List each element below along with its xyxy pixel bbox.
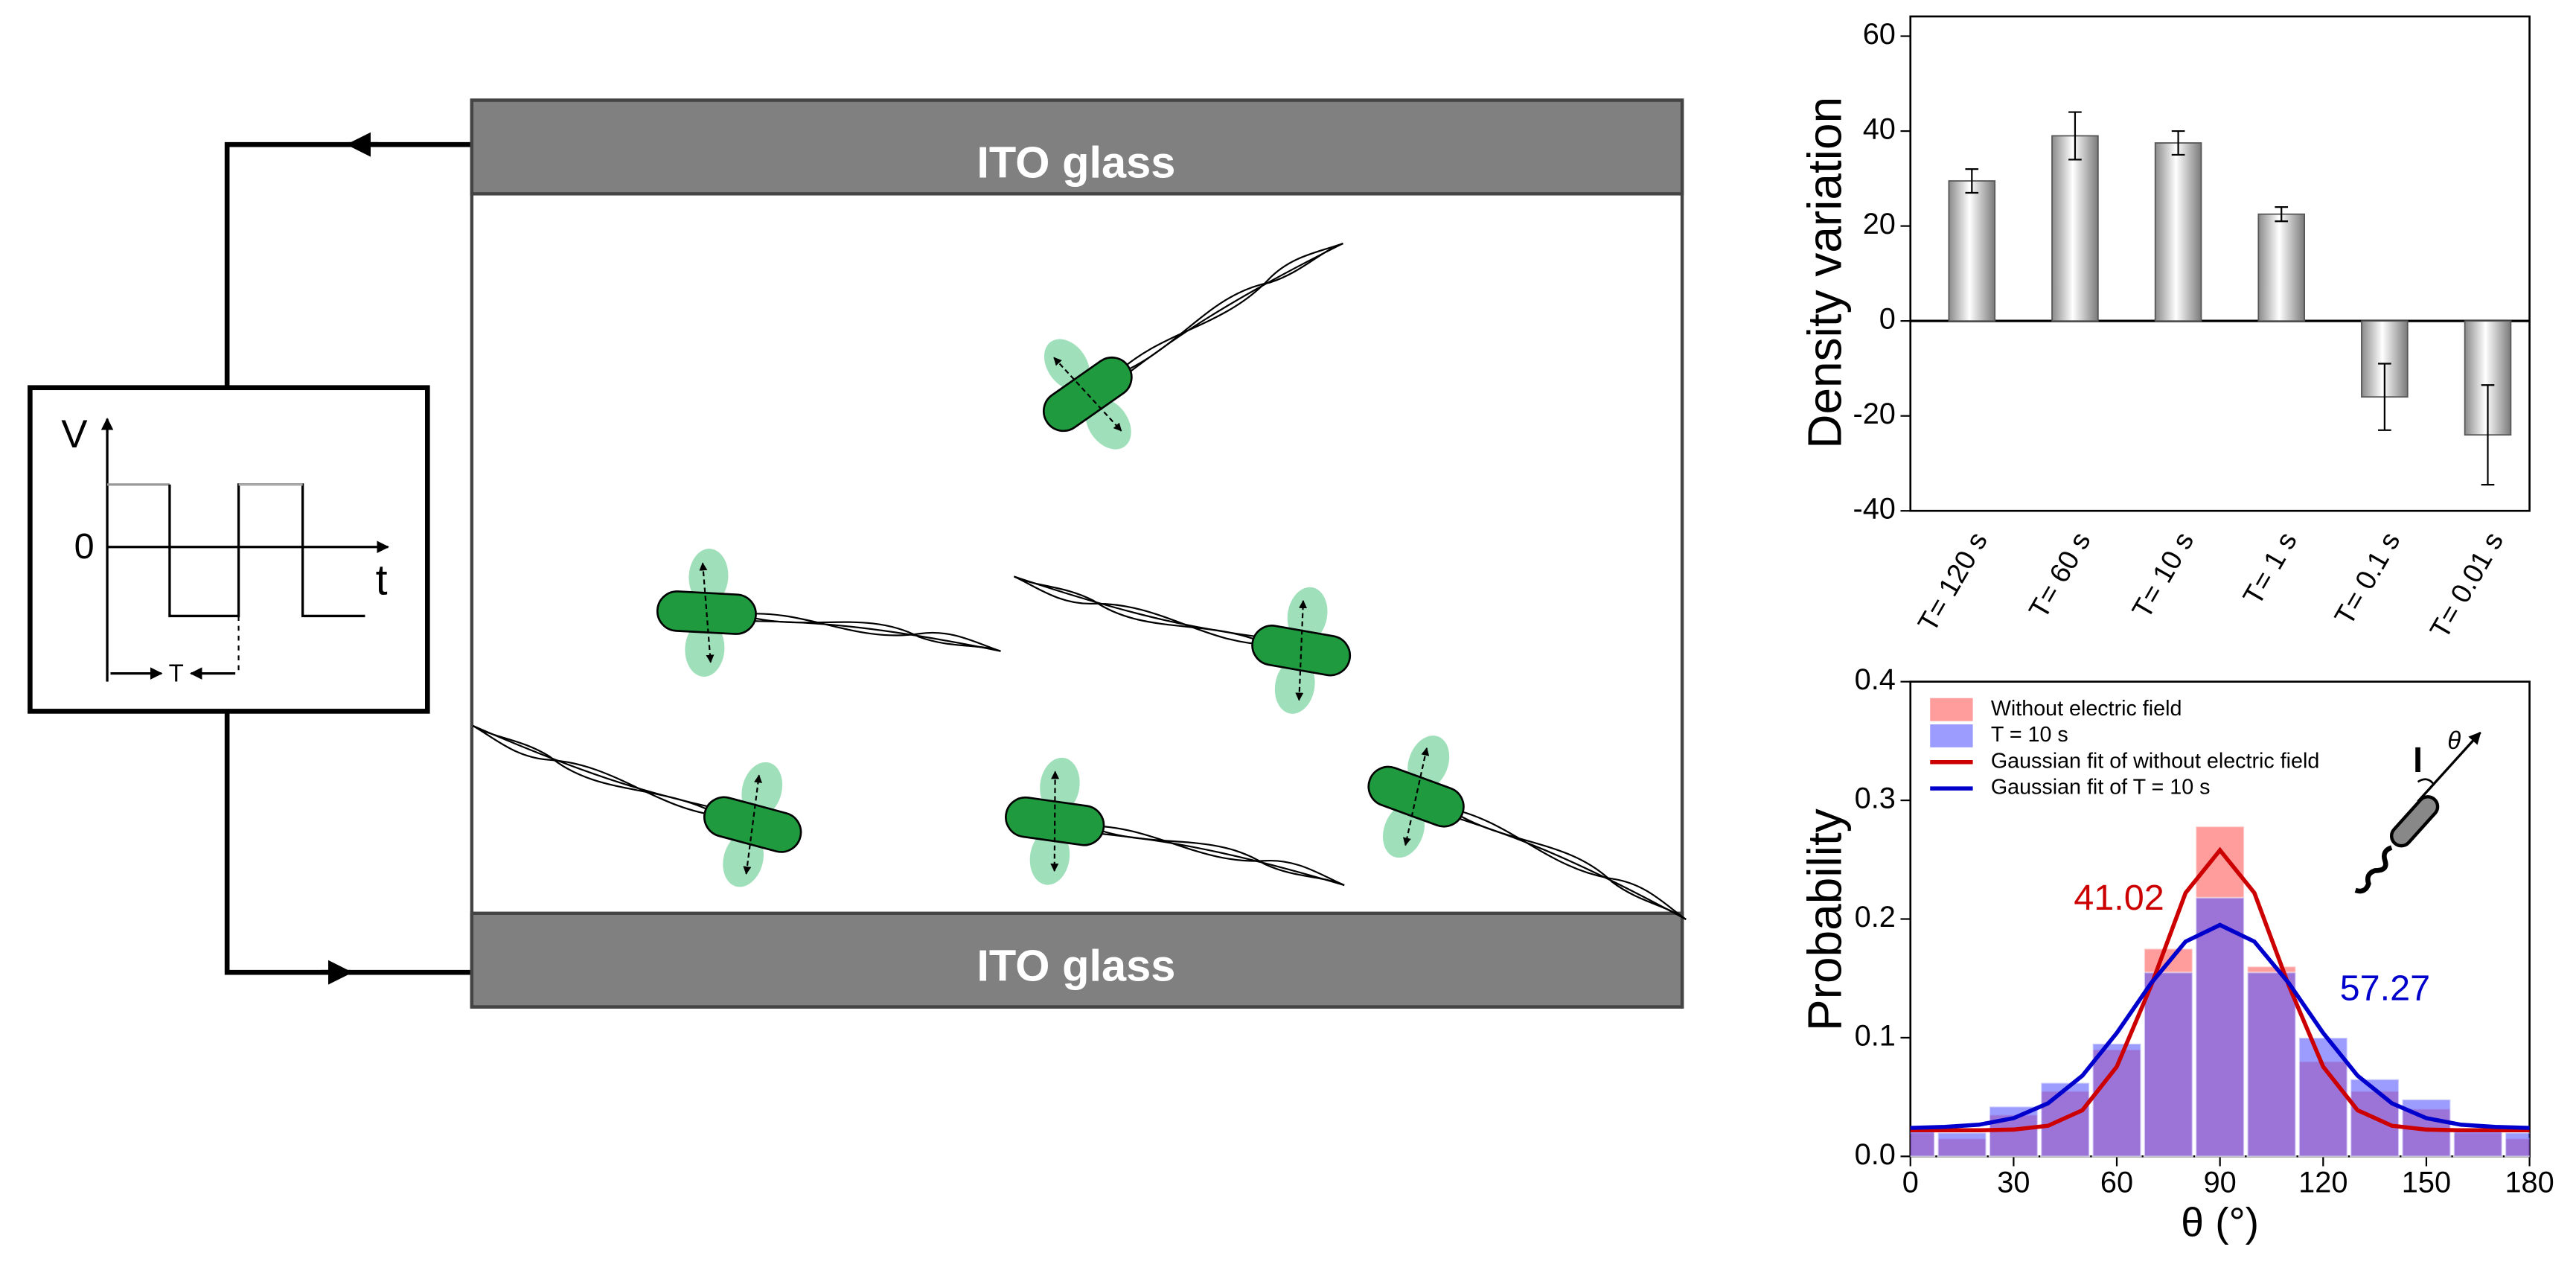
- y-tick-label: 20: [1863, 208, 1896, 240]
- y-tick-label: -40: [1853, 493, 1895, 526]
- y-tick-label: 0.0: [1855, 1138, 1896, 1171]
- x-tick-label: T= 120 s: [1911, 526, 1993, 636]
- top-electrode-label: ITO glass: [977, 138, 1175, 188]
- histogram-bar: [2452, 1129, 2503, 1158]
- y-tick-label: 0.1: [1855, 1019, 1896, 1052]
- x-tick-label: 90: [2204, 1166, 2237, 1199]
- x-tick-label: 30: [1997, 1166, 2030, 1199]
- annotation: 57.27: [2340, 968, 2430, 1008]
- x-tick-label: T= 1 s: [2237, 526, 2303, 610]
- bar: [1948, 180, 1996, 322]
- waveform-zero: 0: [74, 526, 95, 567]
- inset-label: θ: [2447, 727, 2461, 755]
- inset-axis: [2417, 731, 2481, 803]
- y-tick-label: 40: [1863, 113, 1896, 146]
- legend-swatch: [1930, 698, 1973, 721]
- error-bar: [1965, 168, 1979, 194]
- legend-label: Without electric field: [1991, 697, 2182, 721]
- x-axis-label: θ (°): [2181, 1199, 2259, 1245]
- error-bar: [2275, 205, 2289, 223]
- bar: [2257, 213, 2305, 322]
- waveform-period: T: [169, 660, 184, 688]
- y-axis-label: Density variation: [1797, 97, 1851, 449]
- fit-line: [1910, 922, 2530, 1130]
- error-bar: [2068, 111, 2082, 161]
- x-tick-label: 120: [2298, 1166, 2348, 1199]
- histogram-bar: [2091, 1042, 2142, 1158]
- y-tick-label: 0.3: [1855, 782, 1896, 815]
- plot-frame: [1909, 15, 2531, 512]
- bar: [2051, 135, 2099, 322]
- waveform-x-label: t: [376, 556, 388, 604]
- histogram-bar: [1937, 1132, 1987, 1158]
- x-tick-label: 150: [2402, 1166, 2451, 1199]
- y-tick-label: 0.4: [1855, 663, 1896, 696]
- x-tick-label: 0: [1902, 1166, 1919, 1199]
- error-bar: [2171, 130, 2185, 156]
- legend-swatch: [1930, 724, 1973, 747]
- cell: ITO glass ITO glass: [450, 98, 1716, 1009]
- y-tick-label: -20: [1853, 398, 1895, 430]
- histogram-bar: [2505, 1132, 2530, 1158]
- x-tick-label: T= 0.01 s: [2423, 526, 2509, 643]
- legend-label: T = 10 s: [1991, 723, 2068, 747]
- legend-label: Gaussian fit of T = 10 s: [1991, 776, 2211, 800]
- y-tick-label: 60: [1863, 18, 1896, 51]
- inset-cell: [2389, 795, 2440, 848]
- x-tick-label: 60: [2100, 1166, 2133, 1199]
- annotation: 41.02: [2074, 878, 2164, 918]
- y-tick-label: 0: [1879, 303, 1896, 336]
- histogram-bar: [2195, 896, 2246, 1158]
- y-tick-label: 0.2: [1855, 901, 1896, 934]
- histogram-bars: [1910, 826, 2530, 1158]
- fit-line: [1910, 846, 2530, 1133]
- x-tick-label: T= 10 s: [2126, 526, 2199, 623]
- bottom-electrode-label: ITO glass: [977, 941, 1175, 991]
- legend-label: Gaussian fit of without electric field: [1991, 749, 2319, 773]
- inset-flagellum: [2354, 845, 2393, 894]
- waveform-y-label: V: [61, 412, 88, 456]
- histogram-bar: [2143, 972, 2193, 1158]
- orientation-inset: [2354, 731, 2481, 894]
- error-bar: [2481, 384, 2495, 486]
- x-tick-label: 180: [2505, 1166, 2554, 1199]
- error-bar: [2378, 363, 2391, 431]
- circuit: V 0 t T: [28, 132, 472, 985]
- histogram-bar: [2246, 972, 2297, 1158]
- y-axis-label: Probability: [1797, 808, 1851, 1031]
- charts: -40 -20 0 20 40 60 T= 120 s T= 60 s T= 10 s T= 1 …: [1797, 15, 2554, 1245]
- x-tick-label: T= 60 s: [2022, 526, 2096, 623]
- x-tick-label: T= 0.1 s: [2328, 526, 2406, 630]
- inset-arc: [2417, 778, 2435, 786]
- bar: [2154, 142, 2202, 322]
